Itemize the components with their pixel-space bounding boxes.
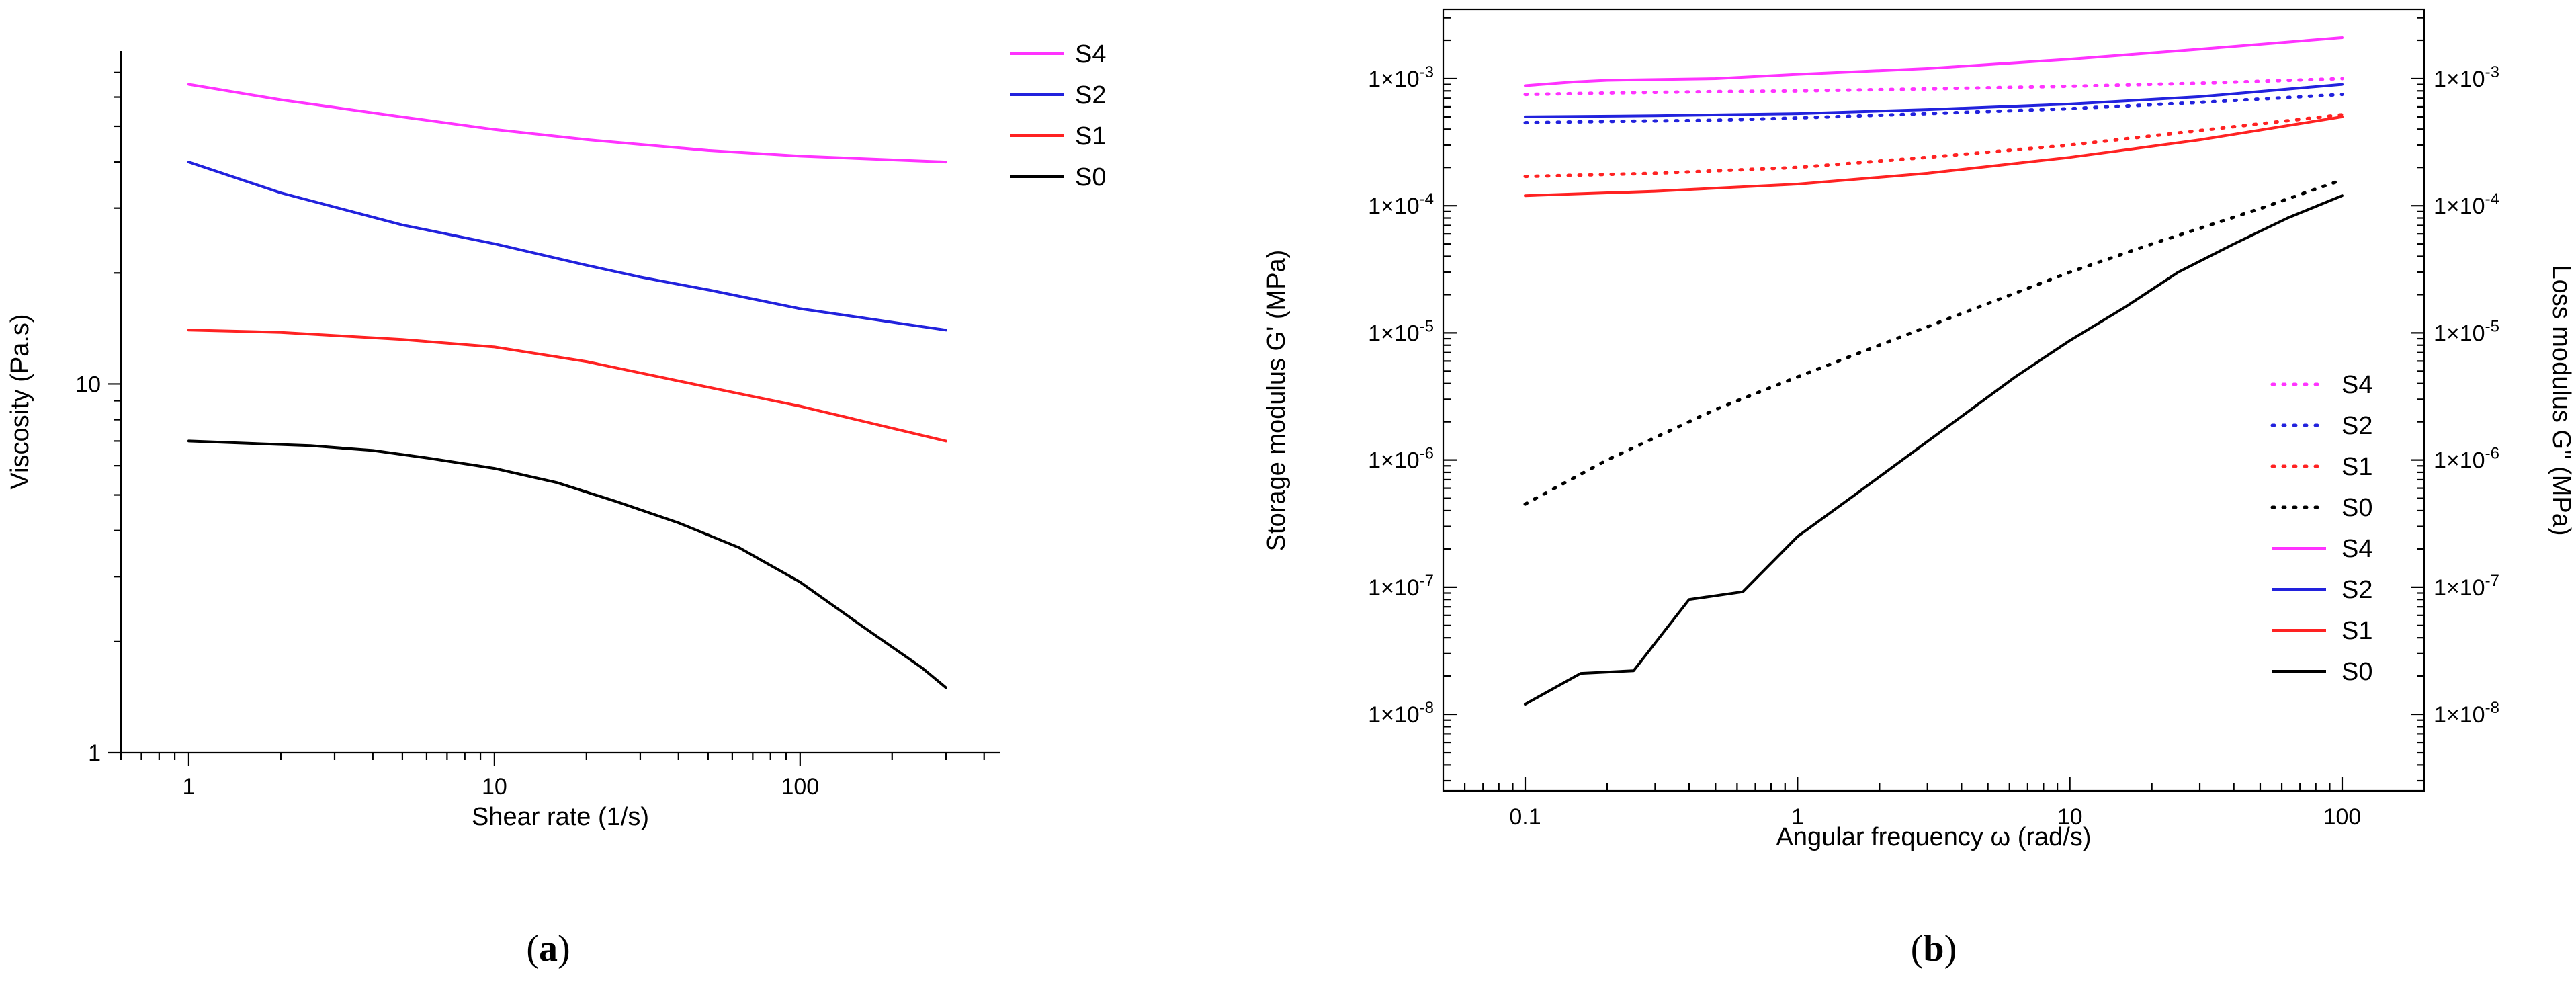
chart-b-right-y-tick-label: 1×10-7 bbox=[2434, 572, 2499, 601]
chart-b-right-y-tick-label: 1×10-5 bbox=[2434, 317, 2499, 346]
chart-a: 1 10 100 1 10 Shear rate (1/s) Viscosity (Pa… bbox=[6, 40, 1106, 970]
chart-b-x-axis-title: Angular frequency ω (rad/s) bbox=[1776, 823, 2092, 851]
chart-b-y-tick-label: 1×10-8 bbox=[1368, 699, 1434, 728]
chart-a-y-tick-label: 1 bbox=[88, 740, 101, 766]
chart-b-ticks: 0.1 1 10 100 1×10-8 1×10-8 1×10-7 1×10-7 1×10-6 1… bbox=[1368, 17, 2499, 830]
chart-b-legend-label: S4 bbox=[2342, 535, 2372, 563]
chart-b-right-y-tick-label: 1×10-8 bbox=[2434, 699, 2499, 728]
chart-b-y-tick-label: 1×10-5 bbox=[1368, 317, 1434, 346]
chart-b-panel-label: (b) bbox=[1911, 928, 1957, 970]
chart-a-x-tick-label: 100 bbox=[781, 774, 819, 800]
chart-a-x-tick-label: 1 bbox=[182, 774, 195, 800]
chart-b-y-tick-label: 1×10-4 bbox=[1368, 190, 1434, 219]
chart-b-x-tick-label: 10 bbox=[2057, 804, 2083, 830]
chart-b-series-storage-s0 bbox=[1524, 194, 2344, 706]
chart-b: 0.1 1 10 100 1×10-8 1×10-8 1×10-7 1×10-7 1×10-6 1… bbox=[1262, 8, 2575, 970]
chart-a-series-line-s4 bbox=[187, 83, 947, 164]
chart-b-x-tick-label: 100 bbox=[2323, 804, 2362, 830]
chart-a-ticks: 1 10 100 1 10 bbox=[75, 71, 985, 800]
chart-b-series-loss-s2 bbox=[1523, 93, 2344, 125]
chart-a-legend-label: S4 bbox=[1075, 40, 1106, 69]
chart-b-legend: S4 S2 S1 S0 S4 S2 S1 S0 bbox=[2270, 371, 2372, 686]
chart-a-legend-label: S1 bbox=[1075, 122, 1106, 151]
chart-b-plot-frame bbox=[1442, 8, 2425, 792]
chart-b-legend-label: S0 bbox=[2342, 658, 2372, 686]
chart-a-series-line-s1 bbox=[187, 329, 947, 443]
chart-b-series-loss-s0 bbox=[1523, 178, 2344, 506]
chart-a-series-line-s2 bbox=[187, 161, 947, 332]
chart-b-x-tick-label: 0.1 bbox=[1509, 804, 1541, 830]
chart-a-series bbox=[187, 83, 947, 689]
chart-b-series bbox=[1523, 36, 2344, 706]
chart-b-series-storage-s2 bbox=[1524, 83, 2344, 118]
chart-a-y-axis-title: Viscosity (Pa.s) bbox=[6, 314, 34, 489]
chart-a-legend: S4 S2 S1 S0 bbox=[1010, 40, 1106, 191]
chart-b-series-storage-s4 bbox=[1524, 36, 2344, 87]
chart-b-y-tick-label: 1×10-7 bbox=[1368, 572, 1434, 601]
chart-b-y-axis-title: Storage modulus G' (MPa) bbox=[1262, 250, 1291, 552]
chart-b-right-y-tick-label: 1×10-4 bbox=[2434, 190, 2499, 219]
chart-a-y-tick-label: 10 bbox=[75, 372, 101, 397]
chart-b-series-loss-s4 bbox=[1523, 77, 2344, 97]
chart-b-x-tick-label: 1 bbox=[1791, 804, 1804, 830]
chart-a-panel-label: (a) bbox=[526, 928, 570, 970]
chart-b-legend-label: S2 bbox=[2342, 412, 2372, 440]
chart-b-series-loss-s1 bbox=[1523, 113, 2344, 179]
chart-b-legend-label: S0 bbox=[2342, 494, 2372, 522]
chart-b-right-y-tick-label: 1×10-6 bbox=[2434, 445, 2499, 474]
chart-a-legend-label: S0 bbox=[1075, 163, 1106, 191]
chart-b-y-tick-label: 1×10-3 bbox=[1368, 63, 1434, 92]
chart-b-y-tick-label: 1×10-6 bbox=[1368, 445, 1434, 474]
chart-a-x-tick-label: 10 bbox=[482, 774, 507, 800]
chart-a-x-axis-title: Shear rate (1/s) bbox=[472, 803, 649, 831]
chart-b-series-storage-s1 bbox=[1524, 115, 2344, 198]
chart-b-legend-label: S1 bbox=[2342, 453, 2372, 481]
chart-a-series-line-s0 bbox=[187, 439, 947, 689]
chart-b-right-y-tick-label: 1×10-3 bbox=[2434, 63, 2499, 92]
chart-b-right-axis-title: Loss modulus G'' (MPa) bbox=[2547, 265, 2575, 536]
chart-b-legend-label: S2 bbox=[2342, 576, 2372, 604]
chart-b-legend-label: S1 bbox=[2342, 617, 2372, 645]
chart-b-legend-label: S4 bbox=[2342, 371, 2372, 399]
chart-a-legend-label: S2 bbox=[1075, 81, 1106, 110]
